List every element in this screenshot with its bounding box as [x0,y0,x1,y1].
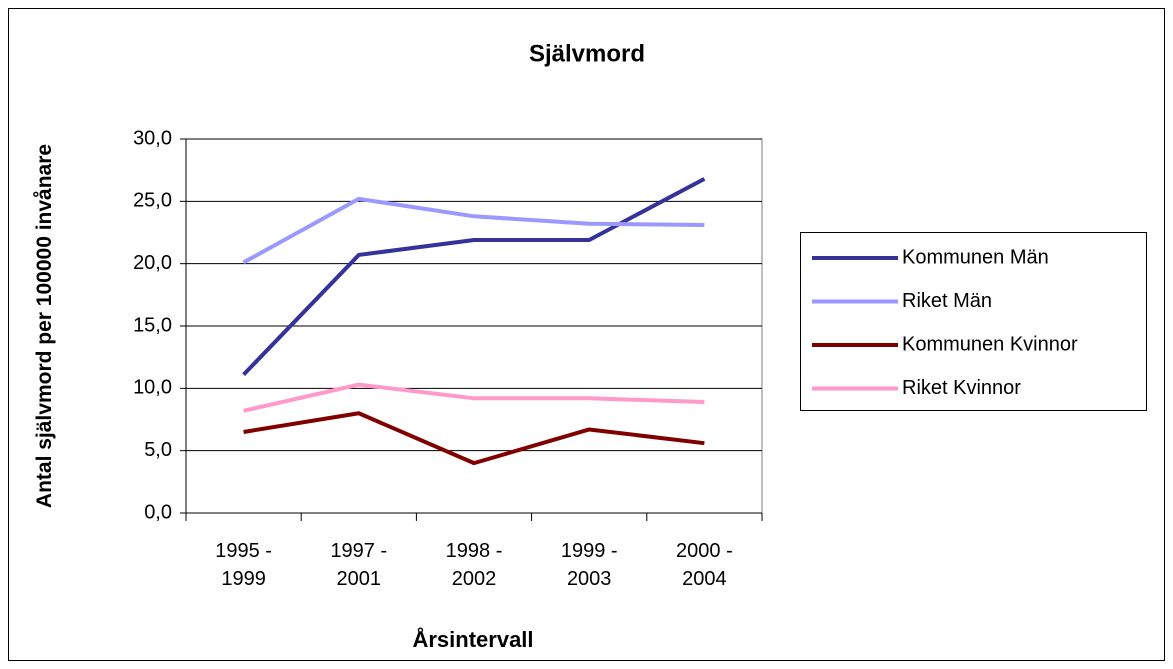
y-axis-label: Antal självmord per 100000 invånare [33,143,56,509]
series-line [243,382,705,413]
series-line [242,196,705,265]
y-tick-label: 25,0 [133,190,172,212]
y-tick-label: 15,0 [133,314,172,336]
series-line [243,411,705,466]
x-axis-label: Årsintervall [412,626,533,652]
x-tick-label: 1998 - 2002 [445,540,503,590]
y-tick-label: 10,0 [133,377,172,399]
y-tick-label: 20,0 [133,252,172,274]
legend-label: Kommunen Kvinnor [902,333,1078,355]
x-tick-label: 1995 - 1999 [215,540,272,590]
legend-label: Riket Kvinnor [902,377,1021,399]
x-tick-label: 1999 - 2003 [560,540,618,590]
y-tick-label: 30,0 [133,127,172,149]
legend-label: Kommunen Män [902,246,1049,268]
y-tick-label: 5,0 [144,439,172,461]
legend-box [800,232,1147,411]
x-tick-label: 1997 - 2001 [330,540,388,590]
legend-label: Riket Män [902,290,992,312]
x-tick-label: 2000 - 2004 [676,540,733,590]
series-line [242,177,706,377]
y-tick-label: 0,0 [144,501,172,523]
chart-title: Självmord [529,40,645,67]
